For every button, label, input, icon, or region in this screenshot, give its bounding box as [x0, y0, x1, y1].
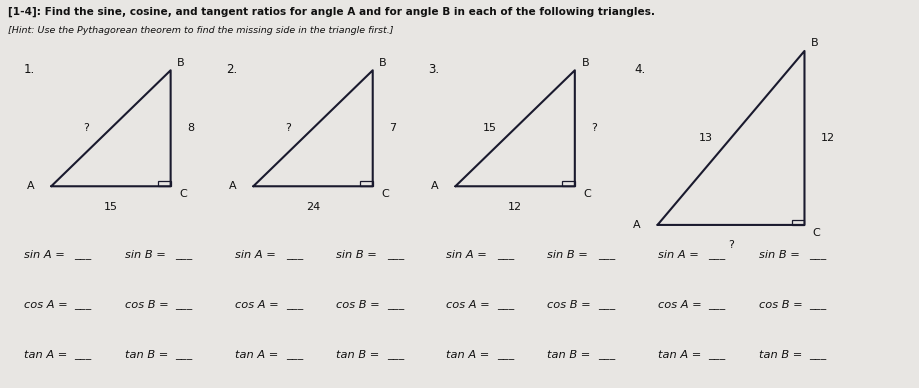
Text: B: B	[811, 38, 818, 48]
Text: ___: ___	[496, 250, 514, 260]
Text: ___: ___	[597, 300, 615, 310]
Text: ___: ___	[708, 250, 725, 260]
Text: B: B	[177, 57, 185, 68]
Bar	[562, 181, 574, 186]
Text: ___: ___	[597, 350, 615, 360]
Text: ___: ___	[809, 250, 826, 260]
Text: C: C	[583, 189, 590, 199]
Text: [Hint: Use the Pythagorean theorem to find the missing side in the triangle firs: [Hint: Use the Pythagorean theorem to fi…	[8, 26, 393, 35]
Text: cos B =: cos B =	[547, 300, 590, 310]
Text: A: A	[632, 220, 641, 230]
Text: A: A	[229, 181, 236, 191]
Text: 15: 15	[104, 202, 118, 212]
Text: ___: ___	[286, 350, 302, 360]
Text: C: C	[178, 189, 187, 199]
Text: tan B =: tan B =	[125, 350, 168, 360]
Text: ___: ___	[387, 300, 403, 310]
Text: 3.: 3.	[427, 62, 438, 76]
Text: C: C	[811, 228, 820, 238]
Text: A: A	[431, 181, 438, 191]
Text: sin B =: sin B =	[758, 250, 799, 260]
Text: tan B =: tan B =	[758, 350, 801, 360]
Text: 15: 15	[482, 123, 497, 133]
Text: ___: ___	[74, 300, 92, 310]
Text: ?: ?	[727, 241, 733, 250]
Text: cos B =: cos B =	[758, 300, 801, 310]
Text: ___: ___	[286, 250, 302, 260]
Text: ___: ___	[176, 350, 193, 360]
Text: B: B	[379, 57, 387, 68]
Bar	[790, 220, 803, 225]
Text: tan A =: tan A =	[446, 350, 489, 360]
Text: 13: 13	[698, 133, 712, 143]
Text: cos A =: cos A =	[234, 300, 278, 310]
Text: ___: ___	[597, 250, 615, 260]
Text: ?: ?	[591, 123, 596, 133]
Text: 24: 24	[305, 202, 320, 212]
Bar	[359, 181, 372, 186]
Text: sin A =: sin A =	[234, 250, 276, 260]
Text: tan A =: tan A =	[234, 350, 278, 360]
Text: 4.: 4.	[634, 62, 645, 76]
Text: cos B =: cos B =	[335, 300, 380, 310]
Text: sin A =: sin A =	[446, 250, 486, 260]
Text: sin A =: sin A =	[24, 250, 64, 260]
Text: ___: ___	[387, 350, 403, 360]
Text: ___: ___	[708, 300, 725, 310]
Text: cos A =: cos A =	[657, 300, 700, 310]
Text: ___: ___	[496, 300, 514, 310]
Text: sin A =: sin A =	[657, 250, 698, 260]
Text: ___: ___	[286, 300, 302, 310]
Text: 12: 12	[507, 202, 522, 212]
Text: 7: 7	[389, 123, 396, 133]
Text: 1.: 1.	[24, 62, 35, 76]
Text: C: C	[380, 189, 389, 199]
Text: cos A =: cos A =	[24, 300, 67, 310]
Text: sin B =: sin B =	[125, 250, 165, 260]
Text: cos B =: cos B =	[125, 300, 168, 310]
Text: ?: ?	[285, 123, 290, 133]
Text: 8: 8	[187, 123, 194, 133]
Text: 12: 12	[820, 133, 834, 143]
Text: cos A =: cos A =	[446, 300, 489, 310]
Text: ___: ___	[809, 300, 826, 310]
Text: [1-4]: Find the sine, cosine, and tangent ratios for angle A and for angle B in : [1-4]: Find the sine, cosine, and tangen…	[8, 7, 654, 17]
Text: tan B =: tan B =	[335, 350, 379, 360]
Text: ___: ___	[809, 350, 826, 360]
Text: sin B =: sin B =	[547, 250, 587, 260]
Text: ___: ___	[708, 350, 725, 360]
Text: tan A =: tan A =	[657, 350, 700, 360]
Text: tan B =: tan B =	[547, 350, 590, 360]
Text: sin B =: sin B =	[335, 250, 376, 260]
Text: B: B	[581, 57, 588, 68]
Text: ___: ___	[176, 300, 193, 310]
Text: A: A	[27, 181, 35, 191]
Text: ___: ___	[176, 250, 193, 260]
Text: ___: ___	[74, 250, 92, 260]
Text: 2.: 2.	[225, 62, 237, 76]
Text: ___: ___	[74, 350, 92, 360]
Text: ___: ___	[496, 350, 514, 360]
Text: ?: ?	[83, 123, 89, 133]
Text: ___: ___	[387, 250, 403, 260]
Text: tan A =: tan A =	[24, 350, 67, 360]
Bar	[157, 181, 170, 186]
